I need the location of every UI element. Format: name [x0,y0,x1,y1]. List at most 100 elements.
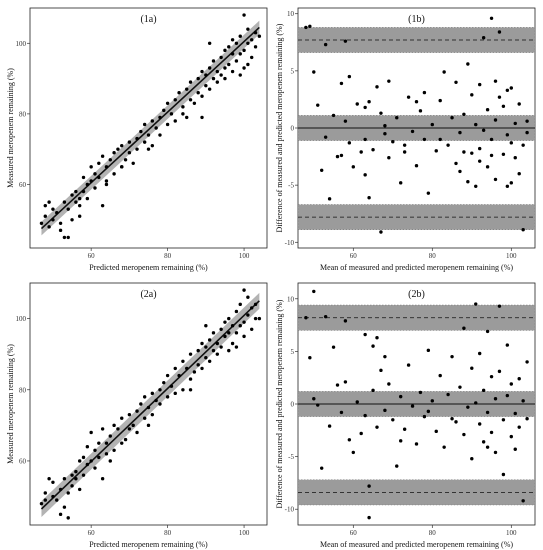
panel-2b-point [485,445,490,449]
panel-2b-label: (2b) [408,289,425,300]
panel-1b-point [323,135,328,139]
panel-2a-point [51,480,55,484]
panel-2b-point [355,400,359,404]
panel-1a-point [185,87,189,91]
panel-2a-point [246,313,250,317]
panel-1a-point [43,214,47,218]
panel-2a-x-axis-title: Predicted meropenem remaining (%) [89,540,208,549]
panel-2a-point [234,331,239,335]
panel-2b-point [450,354,454,359]
panel-2a-point [207,338,212,342]
panel-2b-point [509,434,513,439]
panel-2a-point [112,448,116,452]
panel-1b-point [509,181,513,185]
panel-1a-point [207,66,212,70]
panel-2a-point [158,402,162,406]
panel-1a-point [165,122,170,127]
panel-1a-point [196,91,200,95]
panel-2a-point [181,388,185,392]
panel-1b-point [379,111,383,115]
panel-2b-y-axis-title: Difference of measured and predicted mer… [275,299,284,508]
panel-1a-y-tick-label: 60 [19,181,27,189]
panel-1b-point [474,122,478,127]
panel-1b-point [418,109,423,113]
panel-2b-point [489,430,494,435]
panel-2b-point [399,394,403,399]
panel-2b-point [458,385,462,389]
panel-2a-point [188,388,193,392]
panel-2a-point [81,455,86,460]
panel-1a-point [77,203,82,208]
panel-2a-point [47,477,51,481]
panel-2a-point [185,366,189,371]
panel-1b-point [470,93,474,97]
panel-2a-point [165,395,170,399]
panel-1b-point [525,119,529,123]
panel-2a-point [207,359,212,363]
panel-1b-point [481,128,486,132]
panel-1b-point [379,230,383,234]
panel-2a-point [97,455,101,460]
panel-1b-point [351,165,355,169]
panel-1b-point [343,39,348,43]
panel-1a-point [89,179,93,183]
panel-2b-point [505,393,510,398]
panel-2b-point [320,466,324,470]
panel-1a-point [120,143,124,148]
panel-2b-point [489,374,494,379]
panel-1b-point [383,124,387,128]
panel-1a-point [162,108,166,113]
panel-1b-point [363,105,367,110]
panel-2a-point [100,477,105,481]
panel-1a-point [127,140,132,144]
panel-2a-point [51,494,55,499]
panel-2b-plot-area [298,289,535,520]
panel-1b-point [466,180,470,184]
panel-1b-point [489,137,494,142]
panel-1b-point [434,149,438,153]
panel-2a-point [181,359,185,363]
panel-2b-point [517,377,521,381]
panel-2b-point [474,302,478,306]
panel-1b-point [505,133,510,137]
panel-1a-point [230,69,235,74]
panel-2b-point [363,413,367,418]
panel-2a-point [227,348,231,353]
panel-2b-point [509,382,513,386]
panel-1a-point [62,200,67,204]
panel-1b-point [402,143,407,147]
panel-2b-point [304,316,308,320]
panel-2a-point [204,356,208,360]
panel-1a-point [242,48,246,53]
panel-1a-point [207,87,212,91]
panel-2a-point [150,391,155,396]
panel-2a-point [58,512,63,517]
panel-2b-point [414,442,419,446]
panel-2a-point [154,398,158,403]
panel-1a-point [196,76,200,81]
panel-2a-point [162,380,166,385]
panel-1b-point [316,103,320,107]
panel-1a-y-tick-label: 80 [19,110,27,118]
panel-1b-point [478,159,482,163]
panel-1b-point [458,169,462,174]
panel-2a-point [74,477,78,481]
panel-1a-point [93,172,97,176]
panel-2b-point [446,392,450,397]
panel-2a-point [204,345,208,349]
panel-2b-point [493,450,498,455]
panel-2b-point [525,360,529,364]
panel-2a-regression-line [40,300,260,510]
panel-2b-point [426,348,431,353]
panel-1b-point [485,165,490,169]
panel-1a-point [85,196,90,201]
panel-1b-point [470,151,474,155]
panel-1b-point [493,118,498,122]
panel-1a-y-axis-title: Measured meropenem remaining (%) [6,68,15,188]
panel-2a-point [70,473,74,477]
panel-1a-point [108,158,112,162]
panel-1a-point [146,147,151,151]
panel-2a-point [227,331,231,335]
panel-1a-point [112,172,116,176]
panel-2a-point [173,391,177,396]
